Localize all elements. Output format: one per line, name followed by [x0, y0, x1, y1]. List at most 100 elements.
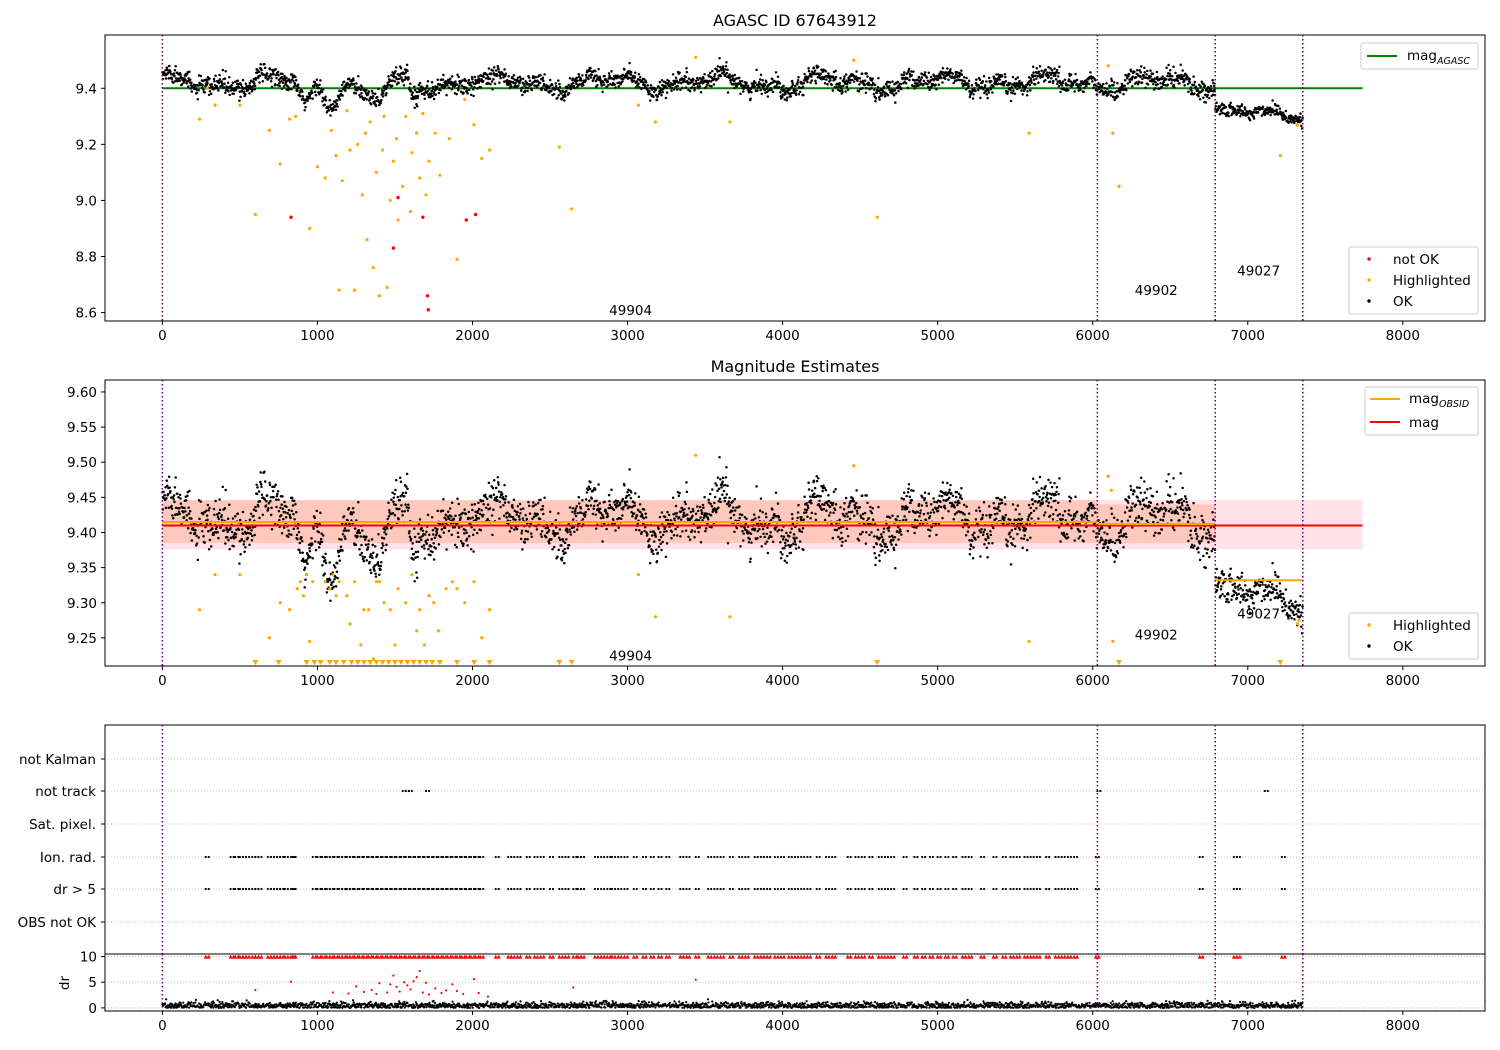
ok-point: [954, 74, 957, 78]
ok-point: [407, 503, 410, 506]
ok-point: [640, 531, 643, 534]
ok-point: [176, 492, 179, 496]
ok-point: [547, 529, 551, 532]
ok-point: [274, 68, 277, 71]
ok-point: [882, 530, 885, 534]
ok-point: [861, 86, 864, 90]
ok-point: [339, 545, 343, 548]
ok-point: [858, 83, 861, 86]
ok-point: [779, 90, 782, 94]
ok-point: [413, 579, 416, 583]
ok-point: [875, 91, 878, 95]
ok-point: [644, 516, 648, 519]
ok-point: [1102, 82, 1105, 86]
ok-point: [1227, 111, 1230, 115]
ok-point: [696, 526, 699, 530]
ok-point: [211, 527, 214, 530]
ok-point: [1110, 79, 1114, 83]
ok-point: [382, 89, 386, 92]
ok-point: [515, 513, 518, 517]
ok-point: [827, 494, 830, 497]
ok-point: [913, 531, 916, 535]
ok-point: [960, 497, 964, 501]
ok-point: [831, 536, 835, 540]
ok-point: [864, 542, 868, 545]
ok-point: [518, 75, 522, 79]
ok-point: [813, 486, 817, 490]
ok-point: [1103, 87, 1106, 90]
x-tick-label: 6000: [1076, 328, 1110, 344]
ok-point: [490, 80, 494, 83]
ok-point: [471, 533, 475, 537]
ok-point: [671, 73, 675, 76]
legend-marker-ok: [1367, 299, 1371, 303]
ok-point: [899, 530, 902, 533]
ok-point: [971, 556, 975, 560]
ok-point: [261, 79, 265, 83]
ok-point: [956, 499, 960, 503]
ok-point: [559, 89, 562, 93]
ok-point: [765, 532, 768, 536]
ok-point: [964, 88, 968, 91]
ok-point: [895, 518, 898, 522]
ok-point: [371, 91, 375, 95]
ok-point: [321, 534, 325, 537]
ok-point: [486, 503, 490, 506]
ok-point: [679, 518, 683, 521]
ok-point: [650, 534, 654, 537]
ok-point: [190, 81, 193, 84]
ok-point: [169, 489, 172, 493]
ok-point: [971, 97, 975, 100]
ok-point: [510, 85, 513, 88]
not-ok-point: [421, 215, 425, 219]
ok-point: [863, 79, 867, 82]
highlighted-point: [1027, 131, 1031, 135]
ok-point: [947, 78, 950, 82]
ok-point: [807, 67, 810, 70]
ok-point: [342, 514, 346, 518]
ok-point: [810, 511, 814, 515]
ok-point: [182, 515, 186, 519]
ok-point: [925, 76, 928, 79]
ok-point: [519, 89, 523, 93]
ok-point: [865, 494, 868, 497]
ok-point: [173, 486, 177, 489]
ok-point: [481, 499, 485, 503]
ok-point: [573, 509, 577, 513]
ok-point: [972, 92, 975, 96]
ok-point: [415, 540, 419, 544]
ok-point: [285, 505, 288, 509]
ok-point: [925, 504, 928, 507]
ok-point: [334, 566, 337, 569]
ok-point: [978, 78, 982, 82]
ok-point: [625, 494, 629, 498]
ok-point: [776, 75, 780, 78]
ok-point: [1189, 86, 1193, 89]
ok-point: [497, 483, 500, 486]
ok-point: [480, 78, 483, 81]
ok-point: [717, 487, 721, 491]
ok-point: [982, 74, 986, 78]
ok-point: [1048, 80, 1052, 83]
ok-point: [625, 503, 628, 507]
ok-point: [687, 507, 691, 510]
ok-point: [941, 67, 945, 70]
ok-point: [845, 527, 849, 531]
ok-point: [1055, 70, 1058, 74]
ok-point: [1149, 69, 1152, 72]
ok-point: [502, 80, 506, 83]
ok-point: [311, 557, 314, 560]
ok-point: [477, 77, 481, 81]
ok-point: [927, 71, 931, 75]
ok-point: [232, 92, 235, 96]
ok-point: [589, 481, 592, 484]
ok-point: [724, 496, 727, 500]
ok-point: [272, 72, 275, 76]
ok-point: [280, 80, 283, 83]
ok-point: [834, 503, 838, 506]
ok-point: [172, 494, 176, 497]
ok-point: [764, 512, 768, 515]
ok-point: [336, 561, 339, 565]
ok-point: [906, 76, 909, 80]
ok-point: [294, 78, 298, 82]
